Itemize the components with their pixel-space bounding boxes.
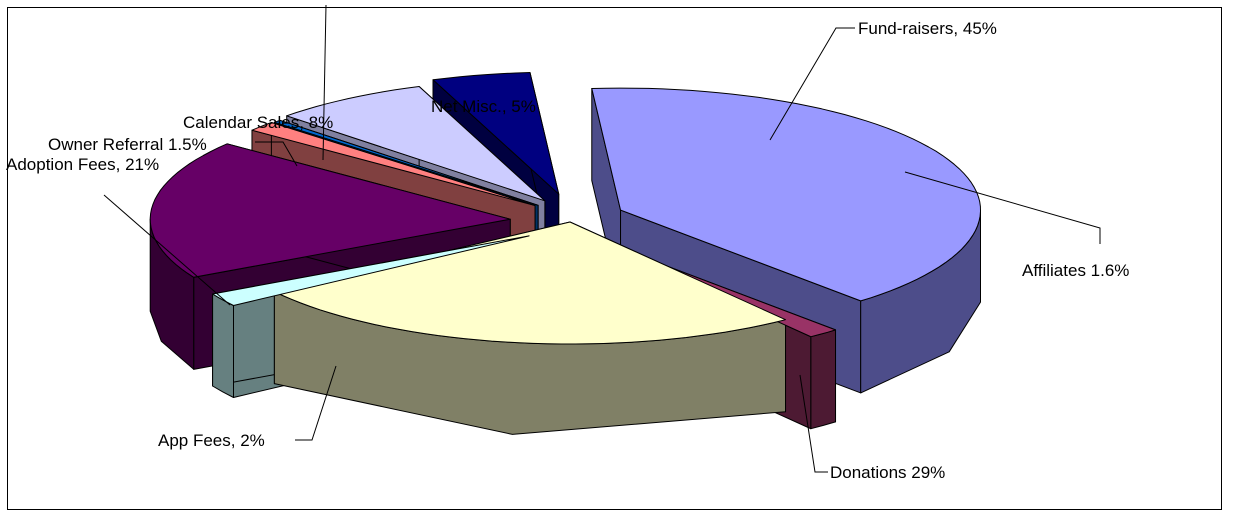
pie-slice	[286, 86, 546, 202]
leader-line	[255, 141, 298, 167]
slice-label: Calendar Sales, 8%	[183, 113, 333, 132]
slice-label: Net Misc., 5%	[431, 97, 536, 116]
pie-slice	[591, 87, 981, 302]
leader-line	[904, 171, 1101, 244]
slice-label: App Fees, 2%	[158, 431, 265, 450]
slice-label: Fund-raisers, 45%	[858, 19, 997, 38]
leader-line	[103, 194, 231, 306]
pie-slice	[273, 221, 786, 345]
leader-line	[799, 374, 828, 473]
pie-slice	[274, 119, 539, 206]
pie-slice-side	[810, 329, 836, 430]
slice-label: Owner Referral 1.5%	[48, 135, 207, 154]
pie-slice	[432, 72, 560, 195]
pie-slice	[149, 143, 511, 278]
slice-label: Adoption Fees, 21%	[6, 155, 159, 174]
slice-label: Donations 29%	[830, 463, 945, 482]
pie-slice-side	[212, 293, 234, 398]
pie-slice	[251, 122, 536, 207]
leader-line	[322, 4, 327, 161]
leader-line	[769, 27, 855, 141]
slice-label: Affiliates 1.6%	[1022, 261, 1129, 280]
pie-slice	[212, 235, 530, 306]
leader-line	[295, 365, 337, 441]
